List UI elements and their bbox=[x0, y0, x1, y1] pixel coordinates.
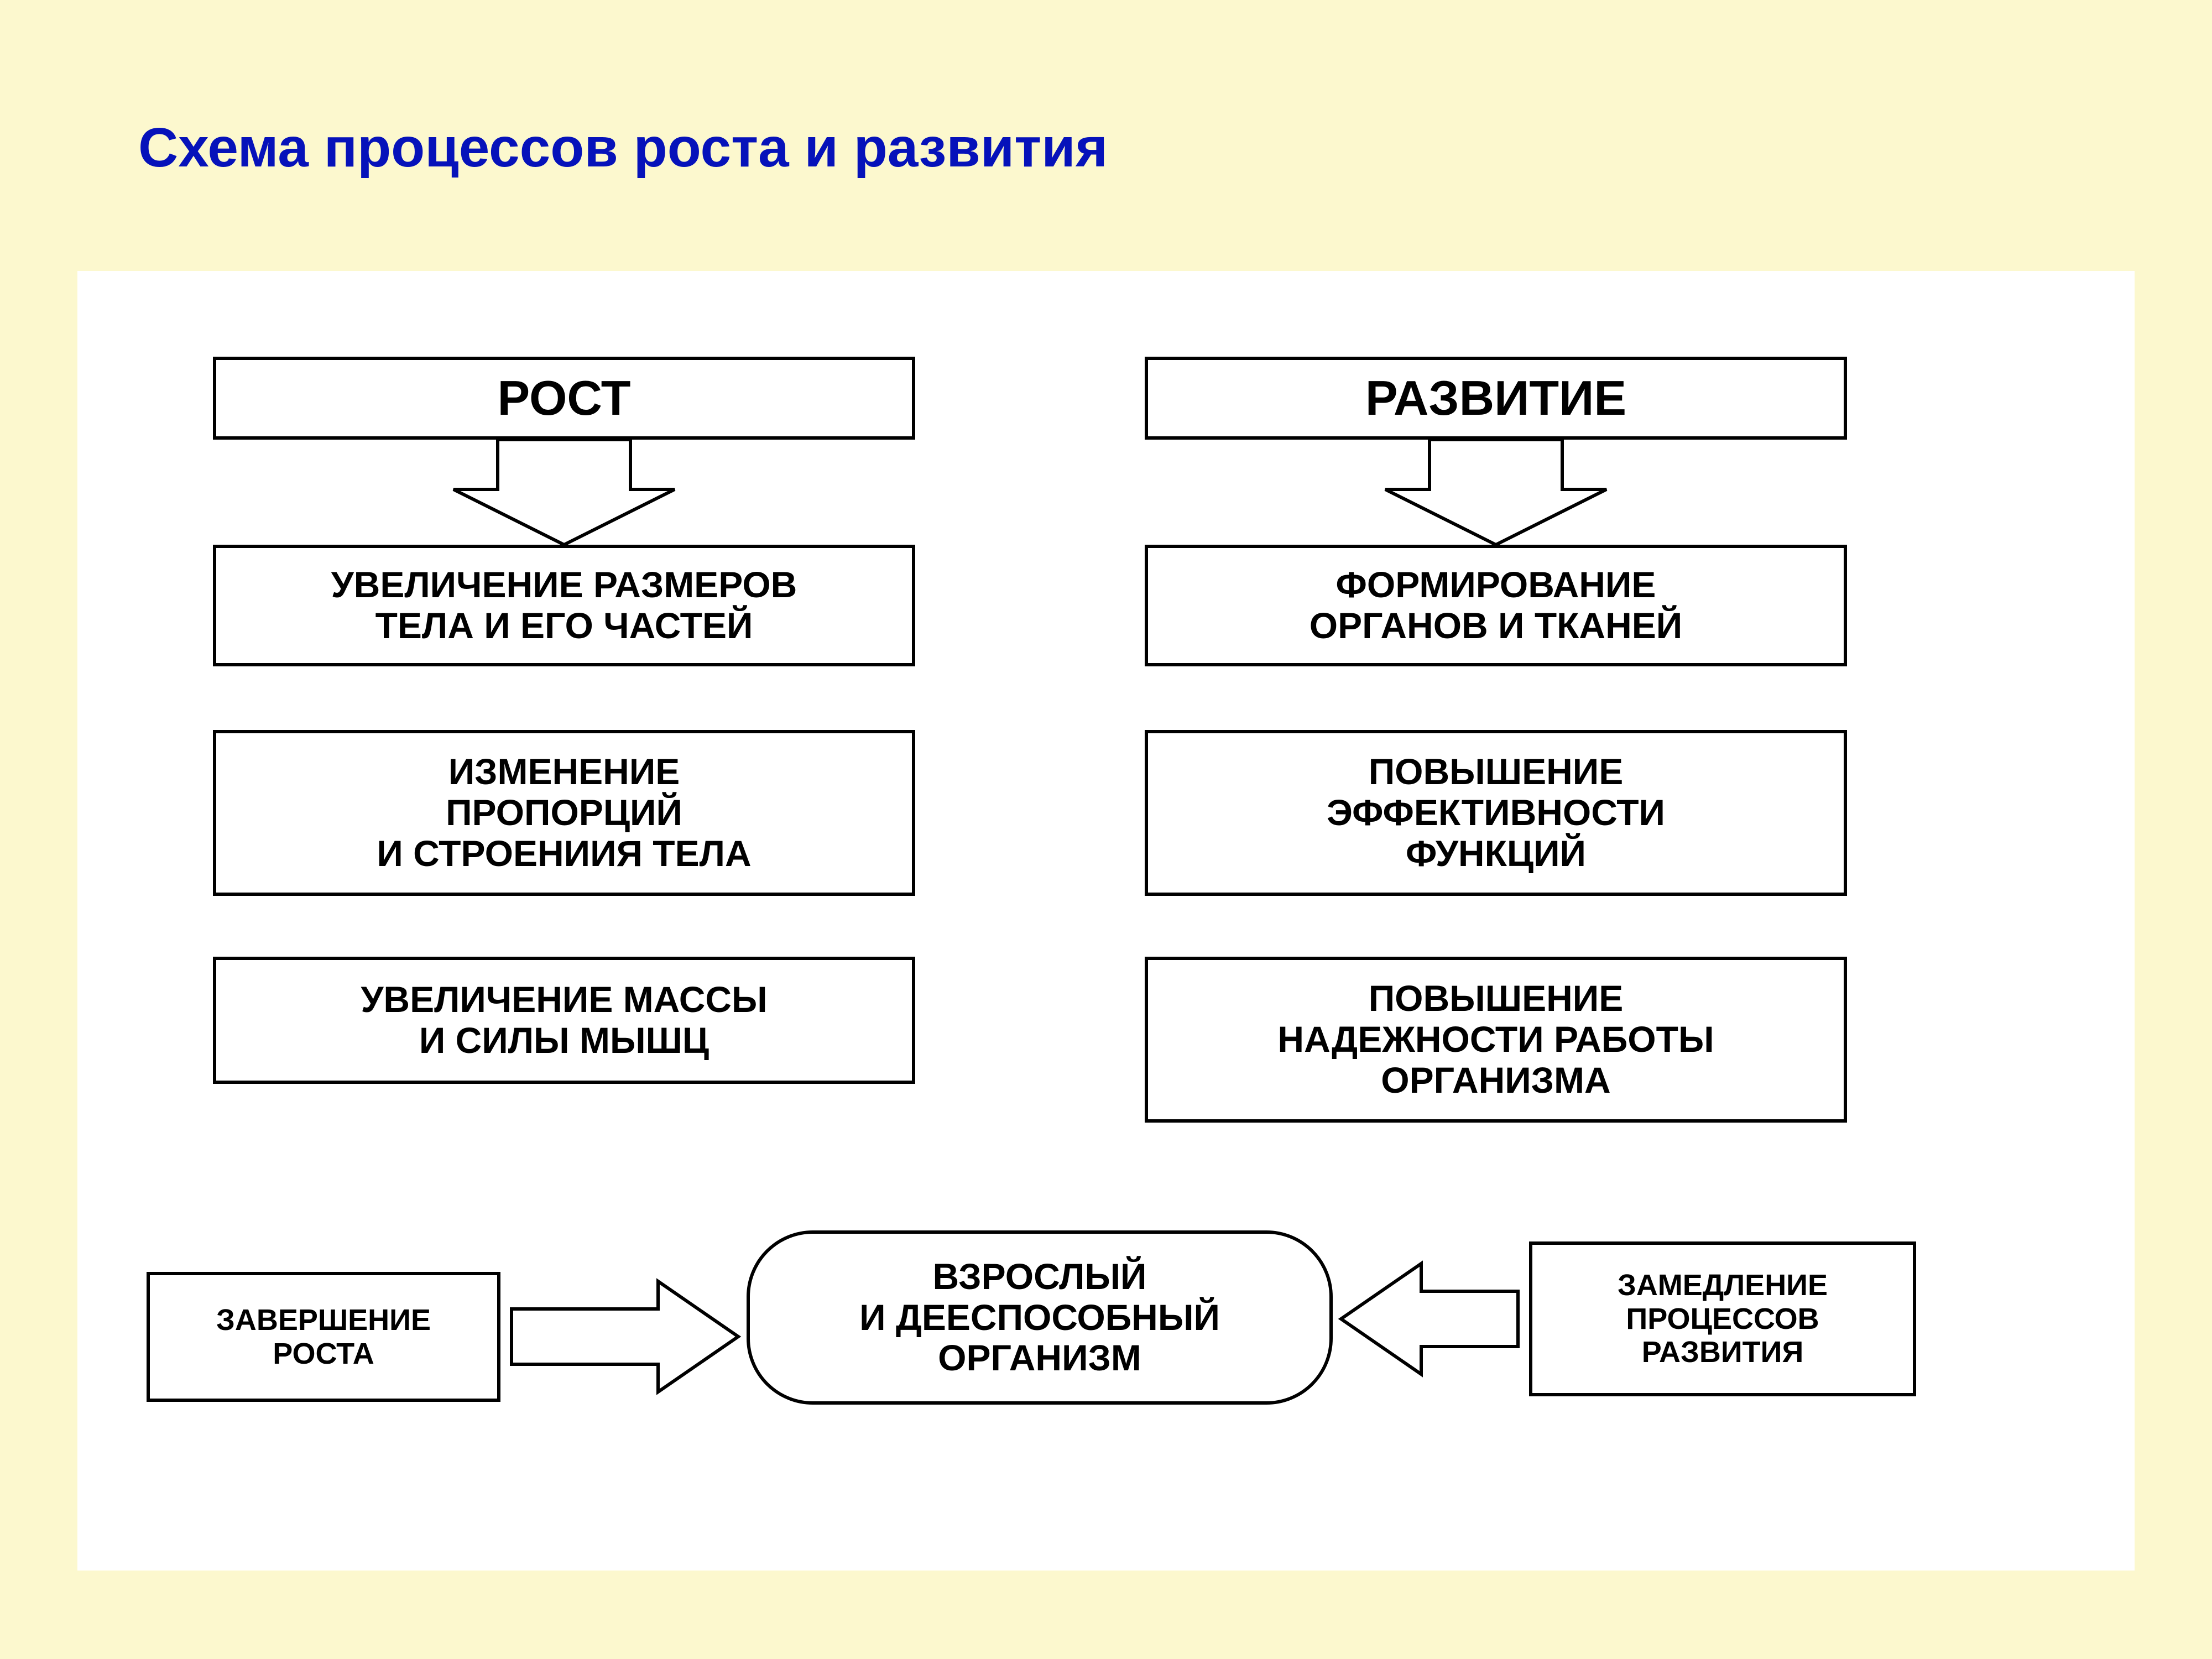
bottom-left-box: ЗАВЕРШЕНИЕРОСТА bbox=[147, 1272, 500, 1402]
left-item-3-label: УВЕЛИЧЕНИЕ МАССЫИ СИЛЫ МЫШЦ bbox=[361, 979, 767, 1061]
bottom-center-label: ВЗРОСЛЫЙИ ДЕЕСПОСОБНЫЙОРГАНИЗМ bbox=[859, 1256, 1220, 1379]
left-item-2: ИЗМЕНЕНИЕПРОПОРЦИЙИ СТРОЕНИИЯ ТЕЛА bbox=[213, 730, 915, 896]
bottom-left-label: ЗАВЕРШЕНИЕРОСТА bbox=[216, 1303, 431, 1370]
bottom-center-box: ВЗРОСЛЫЙИ ДЕЕСПОСОБНЫЙОРГАНИЗМ bbox=[747, 1230, 1333, 1405]
left-item-1-label: УВЕЛИЧЕНИЕ РАЗМЕРОВТЕЛА И ЕГО ЧАСТЕЙ bbox=[331, 565, 797, 646]
right-header-box: РАЗВИТИЕ bbox=[1145, 357, 1847, 440]
right-header-down-arrow-icon bbox=[1385, 440, 1606, 545]
right-item-3: ПОВЫШЕНИЕНАДЕЖНОСТИ РАБОТЫОРГАНИЗМА bbox=[1145, 957, 1847, 1123]
left-header-down-arrow-icon bbox=[453, 440, 675, 545]
bottom-right-to-center-arrow-icon bbox=[1341, 1264, 1518, 1374]
bottom-right-label: ЗАМЕДЛЕНИЕПРОЦЕССОВРАЗВИТИЯ bbox=[1618, 1269, 1828, 1369]
left-item-2-label: ИЗМЕНЕНИЕПРОПОРЦИЙИ СТРОЕНИИЯ ТЕЛА bbox=[377, 752, 751, 874]
page: Схема процессов роста и развития РОСТ УВ… bbox=[0, 0, 2212, 1659]
right-item-1: ФОРМИРОВАНИЕОРГАНОВ И ТКАНЕЙ bbox=[1145, 545, 1847, 666]
diagram-panel: РОСТ УВЕЛИЧЕНИЕ РАЗМЕРОВТЕЛА И ЕГО ЧАСТЕ… bbox=[77, 271, 2135, 1571]
bottom-right-box: ЗАМЕДЛЕНИЕПРОЦЕССОВРАЗВИТИЯ bbox=[1529, 1241, 1916, 1396]
right-item-2-label: ПОВЫШЕНИЕЭФФЕКТИВНОСТИФУНКЦИЙ bbox=[1327, 752, 1665, 874]
left-item-3: УВЕЛИЧЕНИЕ МАССЫИ СИЛЫ МЫШЦ bbox=[213, 957, 915, 1084]
right-item-2: ПОВЫШЕНИЕЭФФЕКТИВНОСТИФУНКЦИЙ bbox=[1145, 730, 1847, 896]
right-item-3-label: ПОВЫШЕНИЕНАДЕЖНОСТИ РАБОТЫОРГАНИЗМА bbox=[1277, 978, 1714, 1101]
left-header-box: РОСТ bbox=[213, 357, 915, 440]
page-title: Схема процессов роста и развития bbox=[138, 116, 1108, 180]
left-header-label: РОСТ bbox=[497, 371, 630, 426]
bottom-left-to-center-arrow-icon bbox=[512, 1281, 738, 1392]
left-item-1: УВЕЛИЧЕНИЕ РАЗМЕРОВТЕЛА И ЕГО ЧАСТЕЙ bbox=[213, 545, 915, 666]
right-header-label: РАЗВИТИЕ bbox=[1365, 371, 1626, 426]
right-item-1-label: ФОРМИРОВАНИЕОРГАНОВ И ТКАНЕЙ bbox=[1310, 565, 1682, 646]
